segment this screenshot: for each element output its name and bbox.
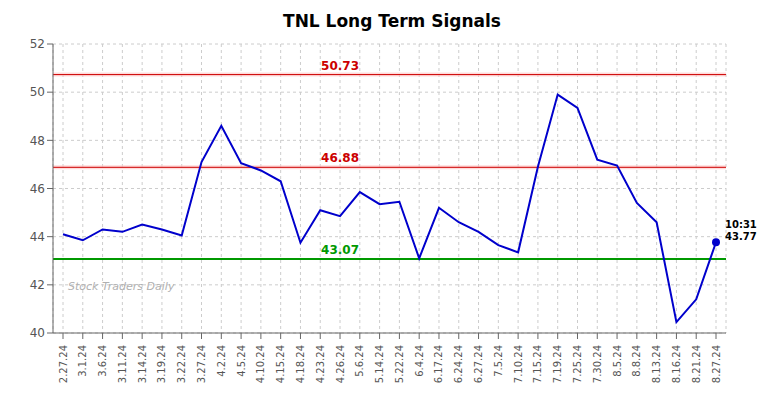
svg-text:48: 48 <box>30 134 45 148</box>
svg-text:5.14.24: 5.14.24 <box>374 345 385 383</box>
svg-text:2.27.24: 2.27.24 <box>58 345 69 383</box>
svg-text:43.07: 43.07 <box>321 243 359 257</box>
svg-text:5.22.24: 5.22.24 <box>394 345 405 383</box>
svg-text:5.6.24: 5.6.24 <box>354 345 365 377</box>
html-text:TNL Long Term Signals: TNL Long Term Signals <box>283 11 501 31</box>
svg-text:6.4.24: 6.4.24 <box>414 345 425 377</box>
svg-text:4.23.24: 4.23.24 <box>315 345 326 383</box>
svg-text:42: 42 <box>30 278 45 292</box>
svg-text:3.19.24: 3.19.24 <box>156 345 167 383</box>
html-text:Stock Traders Daily: Stock Traders Daily <box>68 280 175 294</box>
svg-text:3.22.24: 3.22.24 <box>176 345 187 383</box>
svg-text:4.15.24: 4.15.24 <box>275 345 286 383</box>
svg-text:8.8.24: 8.8.24 <box>631 345 642 377</box>
svg-text:7.5.24: 7.5.24 <box>493 345 504 377</box>
svg-text:40: 40 <box>30 326 45 340</box>
svg-text:3.14.24: 3.14.24 <box>137 345 148 383</box>
svg-text:10:3143.77: 10:3143.77 <box>725 219 757 242</box>
svg-text:4.2.24: 4.2.24 <box>216 345 227 377</box>
svg-text:6.24.24: 6.24.24 <box>453 345 464 383</box>
svg-text:7.30.24: 7.30.24 <box>592 345 603 383</box>
svg-text:3.11.24: 3.11.24 <box>117 345 128 383</box>
svg-text:46.88: 46.88 <box>321 151 359 165</box>
svg-text:3.27.24: 3.27.24 <box>196 345 207 383</box>
svg-text:7.10.24: 7.10.24 <box>513 345 524 383</box>
svg-text:6.27.24: 6.27.24 <box>473 345 484 383</box>
svg-text:50: 50 <box>30 85 45 99</box>
svg-text:50.73: 50.73 <box>321 59 359 73</box>
svg-text:4.10.24: 4.10.24 <box>255 345 266 383</box>
svg-text:4.5.24: 4.5.24 <box>236 345 247 377</box>
svg-text:8.27.24: 8.27.24 <box>711 345 722 383</box>
svg-text:8.21.24: 8.21.24 <box>691 345 702 383</box>
svg-text:4.26.24: 4.26.24 <box>335 345 346 383</box>
svg-text:7.19.24: 7.19.24 <box>552 345 563 383</box>
svg-text:7.15.24: 7.15.24 <box>532 345 543 383</box>
svg-text:8.5.24: 8.5.24 <box>612 345 623 377</box>
svg-text:3.6.24: 3.6.24 <box>97 345 108 377</box>
svg-text:8.13.24: 8.13.24 <box>651 345 662 383</box>
svg-text:8.16.24: 8.16.24 <box>671 345 682 383</box>
svg-text:4.18.24: 4.18.24 <box>295 345 306 383</box>
svg-text:46: 46 <box>30 182 45 196</box>
svg-text:52: 52 <box>30 37 45 51</box>
svg-text:7.25.24: 7.25.24 <box>572 345 583 383</box>
svg-text:6.17.24: 6.17.24 <box>433 345 444 383</box>
svg-text:44: 44 <box>30 230 45 244</box>
svg-text:3.1.24: 3.1.24 <box>77 345 88 377</box>
